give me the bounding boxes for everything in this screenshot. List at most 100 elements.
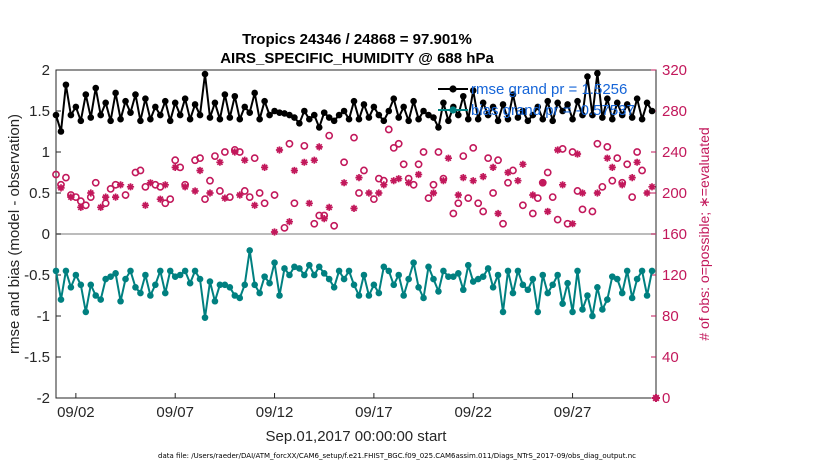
bias-point <box>489 284 497 291</box>
bias-point <box>514 267 522 275</box>
bias-point <box>529 275 537 283</box>
rmse-point <box>147 115 154 123</box>
obs-evaluated-point <box>569 220 577 228</box>
rmse-point <box>529 111 537 119</box>
rmse-point <box>400 103 407 111</box>
obs-evaluated-point <box>171 163 179 171</box>
rmse-point <box>425 111 432 119</box>
rmse-point <box>330 117 338 125</box>
rmse-point <box>117 115 124 123</box>
y-right-tick-label: 40 <box>662 349 679 366</box>
rmse-point <box>455 111 462 119</box>
rmse-point <box>628 114 636 121</box>
obs-possible-point <box>608 176 617 185</box>
obs-evaluated-point <box>146 179 154 187</box>
rmse-point <box>176 111 184 119</box>
obs-evaluated-point <box>633 158 641 166</box>
obs-possible-point <box>414 160 423 169</box>
bias-point <box>638 267 646 275</box>
rmse-point <box>246 109 254 116</box>
chart-title: Tropics 24346 / 24868 = 97.901% <box>242 31 472 48</box>
rmse-point <box>251 89 258 97</box>
bias-point <box>112 270 119 277</box>
bias-point <box>191 267 199 275</box>
plot-area <box>52 69 660 402</box>
bias-point <box>256 289 263 297</box>
obs-evaluated-point <box>141 201 149 209</box>
obs-evaluated-point <box>429 189 438 197</box>
bias-point <box>132 284 139 291</box>
obs-evaluated-point <box>444 154 452 162</box>
y-tick-label: -2 <box>37 390 50 407</box>
obs-possible-point <box>628 193 637 201</box>
obs-possible-point <box>424 194 433 203</box>
bias-point <box>494 271 502 279</box>
obs-possible-point <box>494 156 502 165</box>
bias-point <box>544 289 552 297</box>
bias-point <box>161 289 169 297</box>
bias-point <box>196 275 204 283</box>
obs-evaluated-point <box>117 181 125 189</box>
rmse-point <box>365 114 373 121</box>
bias-point <box>584 292 591 299</box>
rmse-point <box>231 92 239 100</box>
obs-possible-point <box>623 160 632 169</box>
obs-evaluated-point <box>102 193 110 201</box>
bias-point <box>296 265 303 272</box>
obs-possible-point <box>270 191 279 199</box>
y-tick-label: 1.5 <box>29 103 50 120</box>
rmse-point <box>435 124 442 131</box>
bias-point <box>628 294 636 302</box>
obs-evaluated-point <box>126 183 135 191</box>
obs-possible-point <box>389 143 398 152</box>
bias-point <box>157 267 164 275</box>
bias-point <box>579 306 586 313</box>
rmse-point <box>589 111 596 119</box>
obs-evaluated-point <box>340 179 348 187</box>
obs-evaluated-point <box>305 199 313 207</box>
bias-point <box>604 296 611 303</box>
bias-point <box>574 267 581 275</box>
x-tick-label: 09/22 <box>454 404 492 421</box>
rmse-point <box>355 115 363 123</box>
y-right-tick-label: 200 <box>662 185 687 202</box>
rmse-point <box>474 115 482 123</box>
bias-point <box>435 288 442 295</box>
obs-evaluated-point <box>603 154 611 162</box>
rmse-point <box>340 107 348 115</box>
obs-evaluated-point <box>405 179 413 187</box>
obs-possible-point <box>161 199 170 208</box>
obs-possible-point <box>340 158 348 167</box>
obs-possible-point <box>464 194 473 203</box>
legend: rmse grand pr = 1.5256 bias grand pr = -… <box>438 81 635 119</box>
bias-point <box>330 284 338 291</box>
rmse-point <box>296 120 303 127</box>
bias-point <box>142 271 149 279</box>
rmse-point <box>539 115 547 123</box>
rmse-point <box>499 101 507 108</box>
bias-point <box>643 292 651 299</box>
bias-point <box>539 271 547 279</box>
obs-evaluated-point <box>221 194 229 202</box>
rmse-point <box>479 99 487 107</box>
obs-possible-point <box>419 148 428 156</box>
y-right-tick-label: 0 <box>662 390 670 407</box>
rmse-point <box>559 107 566 115</box>
rmse-point <box>613 99 621 107</box>
bias-point <box>594 284 601 291</box>
obs-possible-point <box>588 207 597 216</box>
rmse-point <box>127 109 134 116</box>
obs-evaluated-point <box>231 148 239 156</box>
obs-evaluated-point <box>57 184 65 192</box>
x-tick-label: 09/27 <box>554 404 592 421</box>
rmse-point <box>554 99 561 107</box>
bias-point <box>469 278 477 285</box>
obs-possible-point <box>603 142 612 151</box>
obs-evaluated-point <box>87 189 95 197</box>
bias-point <box>72 271 80 279</box>
bias-point <box>320 270 328 277</box>
bias-point <box>186 279 194 287</box>
bias-point <box>241 281 249 289</box>
chart-subtitle: AIRS_SPECIFIC_HUMIDITY @ 688 hPa <box>220 50 494 67</box>
